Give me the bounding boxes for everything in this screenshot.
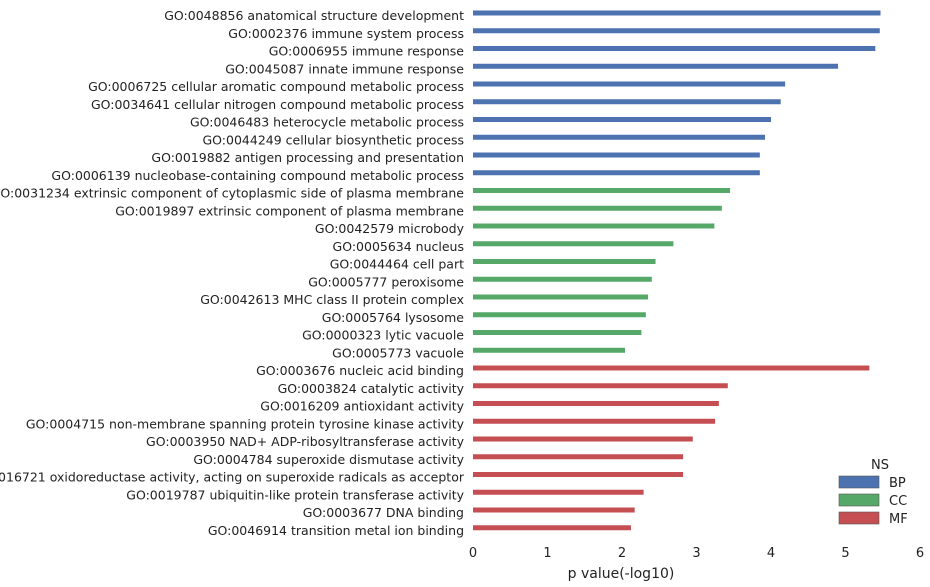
legend-swatch-cc — [838, 493, 880, 507]
x-tick-label-6: 6 — [916, 546, 924, 561]
x-tick-label-3: 3 — [692, 546, 700, 561]
bar-23 — [473, 418, 716, 424]
bar-26 — [473, 472, 684, 477]
x-tick-label-4: 4 — [767, 546, 775, 561]
bar-24 — [473, 436, 693, 442]
category-label-15: GO:0005777 peroxisome — [308, 274, 464, 289]
category-label-24: GO:0003950 NAD+ ADP-ribosyltransferase a… — [146, 434, 465, 449]
bar-12 — [473, 223, 715, 229]
bar-0 — [473, 10, 881, 16]
category-label-28: GO:0003677 DNA binding — [303, 505, 464, 520]
category-label-16: GO:0042613 MHC class II protein complex — [200, 292, 464, 307]
category-label-23: GO:0004715 non-membrane spanning protein… — [26, 416, 465, 431]
category-label-21: GO:0003824 catalytic activity — [278, 381, 465, 396]
legend-label-cc: CC — [889, 494, 907, 509]
bar-16 — [473, 294, 649, 300]
category-label-2: GO:0006955 immune response — [269, 44, 465, 59]
bar-19 — [473, 347, 625, 353]
bar-13 — [473, 241, 674, 247]
bar-6 — [473, 117, 771, 122]
category-label-6: GO:0046483 heterocycle metabolic process — [190, 115, 464, 130]
bar-22 — [473, 401, 719, 406]
bar-25 — [473, 454, 684, 460]
bar-20 — [473, 365, 870, 371]
category-labels-group: GO:0048856 anatomical structure developm… — [0, 8, 465, 538]
x-tick-label-2: 2 — [618, 546, 626, 561]
category-label-7: GO:0044249 cellular biosynthetic process — [203, 132, 465, 147]
category-label-1: GO:0002376 immune system process — [228, 26, 464, 41]
legend-label-bp: BP — [889, 476, 906, 491]
category-label-0: GO:0048856 anatomical structure developm… — [164, 8, 464, 23]
category-label-14: GO:0044464 cell part — [330, 257, 464, 272]
bar-2 — [473, 46, 876, 51]
x-axis-title: p value(-log10) — [568, 566, 675, 582]
category-label-12: GO:0042579 microbody — [315, 221, 465, 236]
bar-10 — [473, 188, 731, 193]
bar-17 — [473, 312, 646, 318]
x-tick-label-0: 0 — [469, 546, 477, 561]
category-label-18: GO:0000323 lytic vacuole — [302, 328, 464, 343]
category-label-10: GO:0031234 extrinsic component of cytopl… — [0, 186, 464, 201]
category-label-3: GO:0045087 innate immune response — [225, 61, 464, 76]
category-label-19: GO:0005773 vacuole — [332, 345, 464, 360]
legend-swatch-bp — [838, 475, 880, 489]
bar-3 — [473, 63, 839, 69]
category-label-4: GO:0006725 cellular aromatic compound me… — [88, 79, 464, 94]
category-label-29: GO:0046914 transition metal ion binding — [208, 523, 464, 538]
bar-4 — [473, 81, 786, 87]
bars-group — [473, 10, 881, 531]
category-label-27: GO:0019787 ubiquitin-like protein transf… — [126, 487, 464, 502]
bar-8 — [473, 152, 760, 158]
legend-label-mf: MF — [889, 512, 908, 527]
bar-27 — [473, 489, 644, 495]
category-label-25: GO:0004784 superoxide dismutase activity — [193, 452, 464, 467]
bar-18 — [473, 330, 642, 335]
category-label-22: GO:0016209 antioxidant activity — [260, 399, 464, 414]
bar-15 — [473, 276, 652, 282]
bar-14 — [473, 259, 656, 264]
bar-28 — [473, 507, 635, 513]
x-tick-labels-group: 0 1 2 3 4 5 6 — [469, 546, 924, 561]
bar-1 — [473, 28, 880, 34]
category-label-9: GO:0006139 nucleobase-containing compoun… — [51, 168, 464, 183]
bar-5 — [473, 99, 781, 105]
category-label-11: GO:0019897 extrinsic component of plasma… — [115, 203, 464, 218]
x-tick-label-1: 1 — [543, 546, 551, 561]
category-label-8: GO:0019882 antigen processing and presen… — [151, 150, 464, 165]
category-label-20: GO:0003676 nucleic acid binding — [256, 363, 464, 378]
legend-swatch-mf — [838, 511, 880, 525]
category-label-26: GO:0016721 oxidoreductase activity, acti… — [0, 470, 465, 485]
category-label-13: GO:0005634 nucleus — [333, 239, 464, 254]
bar-29 — [473, 525, 631, 531]
category-label-17: GO:0005764 lysosome — [322, 310, 465, 325]
x-tick-label-5: 5 — [841, 546, 849, 561]
bar-7 — [473, 134, 766, 140]
bar-9 — [473, 170, 760, 176]
bar-21 — [473, 383, 728, 389]
legend: NS BP CC MF — [838, 458, 908, 527]
category-label-5: GO:0034641 cellular nitrogen compound me… — [91, 97, 464, 112]
bar-11 — [473, 205, 722, 211]
legend-title: NS — [871, 458, 889, 473]
